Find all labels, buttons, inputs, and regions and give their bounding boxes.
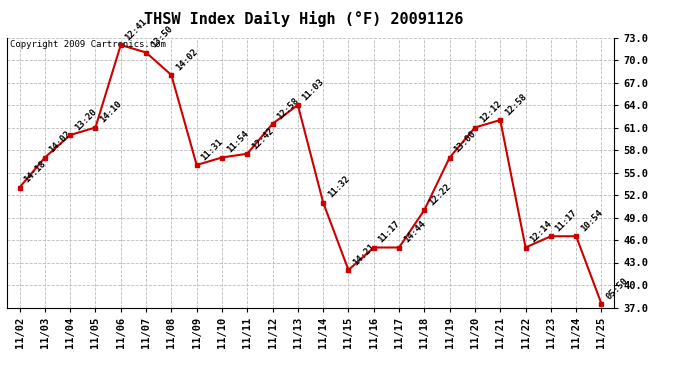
Text: Copyright 2009 Cartronics.com: Copyright 2009 Cartronics.com bbox=[10, 40, 166, 49]
Text: 12:58: 12:58 bbox=[503, 92, 529, 117]
Text: 14:21: 14:21 bbox=[351, 242, 377, 267]
Text: 14:02: 14:02 bbox=[174, 47, 199, 72]
Text: 14:44: 14:44 bbox=[402, 219, 427, 245]
Text: 11:31: 11:31 bbox=[199, 137, 225, 162]
Text: 11:17: 11:17 bbox=[377, 219, 402, 245]
Text: 12:42: 12:42 bbox=[250, 126, 275, 151]
Text: 13:00: 13:00 bbox=[453, 129, 477, 155]
Text: 13:50: 13:50 bbox=[149, 24, 174, 50]
Text: 12:22: 12:22 bbox=[427, 182, 453, 207]
Text: 12:58: 12:58 bbox=[275, 96, 301, 121]
Text: 13:20: 13:20 bbox=[73, 107, 98, 132]
Text: 14:18: 14:18 bbox=[22, 159, 48, 185]
Text: 14:02: 14:02 bbox=[48, 129, 73, 155]
Text: 12:41: 12:41 bbox=[124, 17, 149, 42]
Text: 11:32: 11:32 bbox=[326, 174, 351, 200]
Text: 12:12: 12:12 bbox=[477, 99, 503, 125]
Text: 11:54: 11:54 bbox=[225, 129, 250, 155]
Text: 05:50: 05:50 bbox=[604, 276, 629, 301]
Text: 10:54: 10:54 bbox=[579, 208, 604, 234]
Text: 11:03: 11:03 bbox=[301, 77, 326, 102]
Text: 14:10: 14:10 bbox=[98, 99, 124, 125]
Text: THSW Index Daily High (°F) 20091126: THSW Index Daily High (°F) 20091126 bbox=[144, 11, 463, 27]
Text: 12:14: 12:14 bbox=[529, 219, 553, 245]
Text: 11:17: 11:17 bbox=[553, 208, 579, 234]
